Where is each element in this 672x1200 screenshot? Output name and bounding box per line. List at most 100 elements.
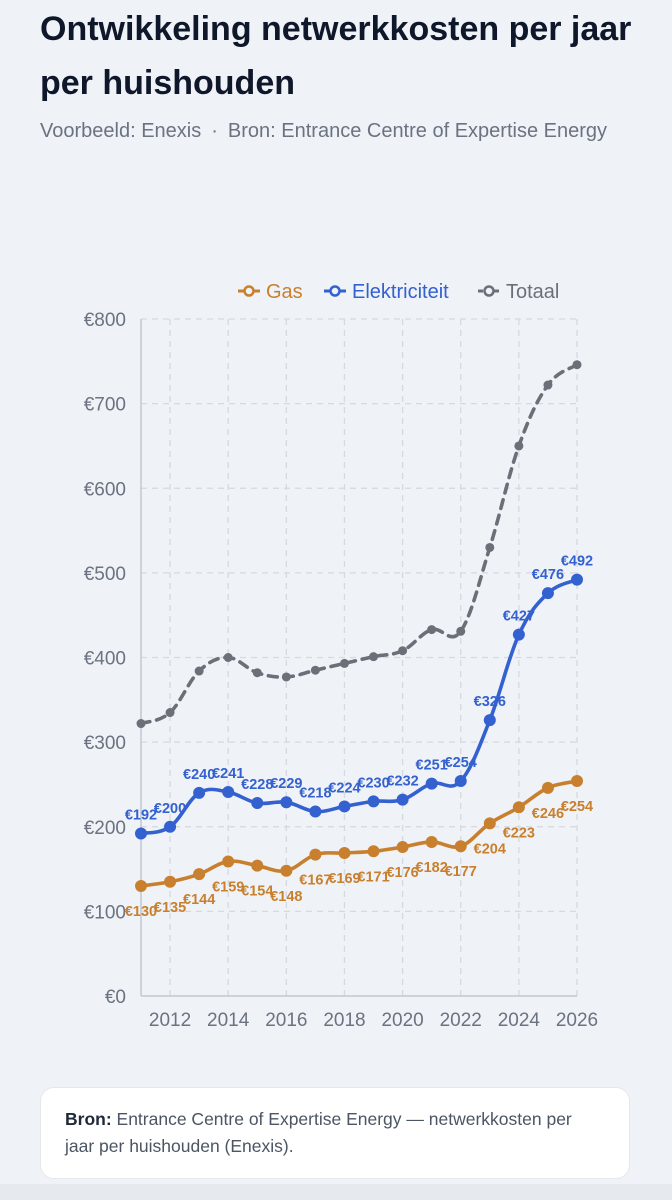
data-label-elektriciteit: €254	[445, 755, 477, 771]
chart-subtitle: Voorbeeld: Enexis · Bron: Entrance Centre …	[40, 116, 640, 147]
data-point-gas	[541, 781, 554, 794]
data-point-gas	[135, 879, 147, 892]
data-label-gas: €254	[561, 799, 593, 815]
legend-marker-totaal	[483, 285, 495, 297]
data-point-elektriciteit	[164, 820, 177, 833]
data-label-elektriciteit: €228	[241, 777, 273, 793]
series-line-elektriciteit	[139, 577, 579, 836]
data-label-elektriciteit: €241	[212, 766, 244, 782]
data-point-elektriciteit	[135, 827, 147, 840]
data-point-elektriciteit	[280, 796, 293, 809]
data-label-elektriciteit: €251	[416, 758, 448, 774]
data-label-gas: €135	[154, 900, 186, 916]
data-label-gas: €144	[183, 892, 215, 908]
data-point-gas	[454, 840, 467, 853]
y-tick-label: €300	[84, 733, 126, 754]
data-point-elektriciteit	[367, 795, 380, 808]
data-label-gas: €169	[328, 871, 360, 887]
data-label-elektriciteit: €326	[474, 694, 506, 710]
data-point-totaal	[572, 360, 582, 370]
data-point-gas	[338, 846, 351, 859]
x-tick-label: 2026	[556, 1010, 598, 1031]
data-point-elektriciteit	[309, 805, 322, 818]
data-label-gas: €246	[532, 806, 564, 822]
data-label-gas: €148	[270, 889, 302, 905]
data-label-elektriciteit: €192	[125, 808, 157, 824]
data-point-elektriciteit	[571, 573, 583, 586]
data-point-elektriciteit	[483, 714, 496, 727]
data-point-elektriciteit	[251, 797, 264, 810]
data-label-gas: €159	[212, 879, 244, 895]
data-label-gas: €177	[445, 864, 477, 880]
y-tick-label: €700	[84, 395, 126, 416]
line-chart: €0 €100 €200 €300 €400 €500 €600 €700 €800 2012 20…	[84, 281, 598, 1031]
data-label-elektriciteit: €232	[386, 774, 418, 790]
x-tick-label: 2016	[265, 1010, 307, 1031]
x-tick-label: 2022	[440, 1010, 482, 1031]
data-point-totaal	[310, 665, 320, 675]
x-tick-label: 2012	[149, 1010, 191, 1031]
data-point-gas	[483, 817, 496, 830]
source-note-text: Entrance Centre of Expertise Energy — ne…	[65, 1109, 572, 1156]
source-note-label: Bron:	[65, 1109, 112, 1129]
series-line-totaal	[139, 362, 579, 726]
legend-label-gas: Gas	[266, 281, 303, 303]
data-point-gas	[309, 848, 322, 861]
data-point-totaal	[514, 441, 524, 451]
data-point-elektriciteit	[193, 786, 206, 799]
data-point-totaal	[252, 668, 262, 678]
data-label-gas: €167	[299, 873, 331, 889]
data-point-totaal	[223, 653, 233, 662]
data-point-gas	[251, 859, 264, 872]
x-tick-label: 2020	[381, 1010, 423, 1031]
legend-marker-elektriciteit	[329, 285, 341, 297]
x-tick-label: 2018	[323, 1010, 365, 1031]
data-label-elektriciteit: €230	[357, 775, 389, 791]
y-tick-label: €100	[84, 902, 126, 923]
data-point-totaal	[281, 672, 291, 682]
data-label-elektriciteit: €492	[561, 554, 593, 570]
subtitle-source: Bron: Entrance Centre of Expertise Energ…	[227, 120, 607, 142]
data-label-gas: €130	[125, 904, 157, 920]
data-label-gas: €154	[241, 884, 273, 900]
data-point-gas	[164, 875, 177, 888]
data-point-totaal	[194, 666, 204, 676]
data-point-totaal	[543, 380, 553, 390]
data-point-elektriciteit	[512, 628, 525, 641]
x-tick-label: 2024	[498, 1010, 541, 1031]
data-point-totaal	[427, 625, 437, 635]
data-label-elektriciteit: €476	[532, 567, 564, 583]
subtitle-example: Voorbeeld: Enexis	[40, 120, 202, 142]
data-point-gas	[571, 775, 583, 788]
data-label-elektriciteit: €224	[328, 780, 360, 796]
data-label-gas: €176	[386, 865, 418, 881]
data-label-elektriciteit: €218	[299, 786, 331, 802]
data-label-elektriciteit: €229	[270, 776, 302, 792]
page-title: Ontwikkeling netwerkkosten per jaar per …	[40, 10, 632, 102]
data-point-gas	[367, 845, 380, 858]
data-point-totaal	[369, 652, 379, 662]
data-point-totaal	[398, 646, 408, 656]
y-tick-label: €800	[84, 310, 126, 331]
data-point-totaal	[165, 708, 175, 718]
data-label-gas: €204	[474, 841, 506, 857]
data-label-gas: €223	[503, 825, 535, 841]
data-label-elektriciteit: €240	[183, 767, 215, 783]
data-point-elektriciteit	[222, 786, 235, 799]
data-point-totaal	[339, 658, 349, 668]
data-point-elektriciteit	[396, 793, 409, 806]
legend-marker-gas	[243, 285, 255, 297]
data-point-totaal	[485, 542, 495, 552]
data-point-elektriciteit	[425, 777, 438, 790]
y-tick-label: €0	[105, 987, 126, 1008]
data-point-gas	[193, 868, 206, 881]
data-label-gas: €171	[357, 869, 389, 885]
data-point-totaal	[136, 719, 146, 729]
source-note: Bron: Entrance Centre of Expertise Energ…	[40, 1087, 630, 1179]
data-point-elektriciteit	[541, 587, 554, 600]
x-tick-label: 2014	[207, 1010, 250, 1031]
data-point-gas	[280, 864, 293, 877]
data-point-totaal	[456, 626, 466, 636]
data-label-elektriciteit: €427	[503, 609, 535, 625]
data-point-gas	[222, 855, 235, 868]
